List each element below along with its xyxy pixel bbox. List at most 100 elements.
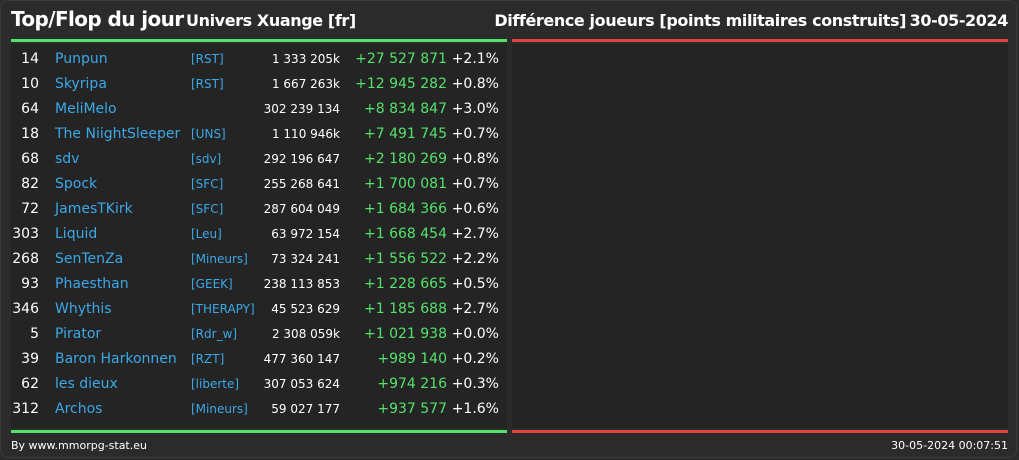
player-row: 39 Baron Harkonnen [RZT] 477 360 147 +989 14… bbox=[11, 347, 507, 372]
player-name-link[interactable]: Baron Harkonnen bbox=[55, 351, 177, 367]
player-row: 268 SenTenZa [Mineurs] 73 324 241 +1 556 522… bbox=[11, 247, 507, 272]
player-name-link[interactable]: MeliMelo bbox=[55, 101, 117, 117]
player-points: 1 110 946k bbox=[271, 127, 340, 141]
player-name-link[interactable]: Whythis bbox=[55, 301, 112, 317]
player-name-link[interactable]: Pirator bbox=[55, 326, 102, 342]
points-delta: +1 684 366 bbox=[364, 201, 447, 217]
percent-change: +0.5% bbox=[451, 276, 499, 292]
player-name-link[interactable]: Archos bbox=[55, 401, 103, 417]
player-row: 10 Skyripa [RST] 1 667 263k +12 945 282 +0.8% bbox=[11, 72, 507, 97]
player-points: 63 972 154 bbox=[271, 227, 340, 241]
points-delta: +1 021 938 bbox=[364, 326, 447, 342]
percent-change: +0.3% bbox=[451, 376, 499, 392]
player-points: 59 027 177 bbox=[271, 402, 340, 416]
percent-change: +2.7% bbox=[451, 226, 499, 242]
points-delta: +1 668 454 bbox=[364, 226, 447, 242]
top-losers-panel bbox=[512, 44, 1008, 428]
alliance-tag-link[interactable]: [RZT] bbox=[191, 352, 225, 366]
player-points: 255 268 641 bbox=[263, 177, 340, 191]
player-rank: 14 bbox=[21, 51, 39, 67]
player-rank: 64 bbox=[21, 101, 39, 117]
points-delta: +1 556 522 bbox=[364, 251, 447, 267]
player-row: 5 Pirator [Rdr_w] 2 308 059k +1 021 938 +0.0% bbox=[11, 322, 507, 347]
percent-change: +0.7% bbox=[451, 176, 499, 192]
generated-timestamp: 30-05-2024 00:07:51 bbox=[891, 439, 1008, 452]
player-row: 14 Punpun [RST] 1 333 205k +27 527 871 +2.1% bbox=[11, 47, 507, 72]
player-row: 93 Phaesthan [GEEK] 238 113 853 +1 228 665 +0… bbox=[11, 272, 507, 297]
alliance-tag-link[interactable]: [Mineurs] bbox=[191, 252, 248, 266]
player-points: 302 239 134 bbox=[263, 102, 340, 116]
player-name-link[interactable]: sdv bbox=[55, 151, 80, 167]
player-rank: 62 bbox=[21, 376, 39, 392]
player-name-link[interactable]: Punpun bbox=[55, 51, 108, 67]
player-name-link[interactable]: Liquid bbox=[55, 226, 98, 242]
points-delta: +937 577 bbox=[377, 401, 447, 417]
flop-divider-bottom bbox=[512, 430, 1008, 433]
percent-change: +2.7% bbox=[451, 301, 499, 317]
header-date: 30-05-2024 bbox=[909, 11, 1009, 30]
alliance-tag-link[interactable]: [Leu] bbox=[191, 227, 222, 241]
player-rank: 93 bbox=[21, 276, 39, 292]
alliance-tag-link[interactable]: [Rdr_w] bbox=[191, 327, 238, 341]
player-name-link[interactable]: SenTenZa bbox=[55, 251, 124, 267]
alliance-tag-link[interactable]: [SFC] bbox=[191, 202, 224, 216]
player-points: 307 053 624 bbox=[263, 377, 340, 391]
player-rank: 312 bbox=[12, 401, 39, 417]
player-row: 312 Archos [Mineurs] 59 027 177 +937 577 +1.6… bbox=[11, 397, 507, 422]
points-delta: +7 491 745 bbox=[364, 126, 447, 142]
alliance-tag-link[interactable]: [THERAPY] bbox=[191, 302, 255, 316]
percent-change: +0.0% bbox=[451, 326, 499, 342]
alliance-tag-link[interactable]: [liberte] bbox=[191, 377, 240, 391]
player-rank: 18 bbox=[21, 126, 39, 142]
player-name-link[interactable]: Spock bbox=[55, 176, 98, 192]
player-rank: 268 bbox=[12, 251, 39, 267]
player-rank: 72 bbox=[21, 201, 39, 217]
player-rank: 346 bbox=[12, 301, 39, 317]
player-rank: 68 bbox=[21, 151, 39, 167]
percent-change: +2.1% bbox=[451, 51, 499, 67]
player-name-link[interactable]: Skyripa bbox=[55, 76, 107, 92]
player-row: 68 sdv [sdv] 292 196 647 +2 180 269 +0.8% bbox=[11, 147, 507, 172]
alliance-tag-link[interactable]: [Mineurs] bbox=[191, 402, 248, 416]
points-delta: +27 527 871 bbox=[355, 51, 447, 67]
player-name-link[interactable]: les dieux bbox=[55, 376, 118, 392]
player-points: 477 360 147 bbox=[263, 352, 340, 366]
percent-change: +0.6% bbox=[451, 201, 499, 217]
player-points: 45 523 629 bbox=[271, 302, 340, 316]
points-delta: +974 216 bbox=[377, 376, 447, 392]
alliance-tag-link[interactable]: [GEEK] bbox=[191, 277, 233, 291]
points-delta: +8 834 847 bbox=[364, 101, 447, 117]
alliance-tag-link[interactable]: [sdv] bbox=[191, 152, 222, 166]
points-delta: +12 945 282 bbox=[355, 76, 447, 92]
alliance-tag-link[interactable]: [RST] bbox=[191, 52, 224, 66]
player-row: 18 The NiightSleeper [UNS] 1 110 946k +7 491… bbox=[11, 122, 507, 147]
player-name-link[interactable]: The NiightSleeper bbox=[55, 126, 181, 142]
player-rank: 303 bbox=[12, 226, 39, 242]
percent-change: +0.2% bbox=[451, 351, 499, 367]
player-name-link[interactable]: Phaesthan bbox=[55, 276, 129, 292]
player-row: 64 MeliMelo 302 239 134 +8 834 847 +3.0% bbox=[11, 97, 507, 122]
percent-change: +0.8% bbox=[451, 151, 499, 167]
flop-divider-top bbox=[512, 39, 1008, 42]
percent-change: +1.6% bbox=[451, 401, 499, 417]
metric-label: Différence joueurs [points militaires co… bbox=[494, 11, 906, 30]
alliance-tag-link[interactable]: [UNS] bbox=[191, 127, 226, 141]
player-row: 82 Spock [SFC] 255 268 641 +1 700 081 +0.7% bbox=[11, 172, 507, 197]
points-delta: +1 700 081 bbox=[364, 176, 447, 192]
top-gainers-panel: 14 Punpun [RST] 1 333 205k +27 527 871 +2.1% 1… bbox=[11, 44, 507, 428]
percent-change: +0.8% bbox=[451, 76, 499, 92]
universe-label: Univers Xuange [fr] bbox=[186, 11, 356, 30]
points-delta: +1 185 688 bbox=[364, 301, 447, 317]
player-name-link[interactable]: JamesTKirk bbox=[55, 201, 133, 217]
page-title: Top/Flop du jour bbox=[11, 7, 184, 31]
alliance-tag-link[interactable]: [RST] bbox=[191, 77, 224, 91]
player-points: 1 667 263k bbox=[271, 77, 340, 91]
top-divider-bottom bbox=[11, 430, 507, 433]
percent-change: +2.2% bbox=[451, 251, 499, 267]
player-row: 346 Whythis [THERAPY] 45 523 629 +1 185 688 +… bbox=[11, 297, 507, 322]
player-row: 62 les dieux [liberte] 307 053 624 +974 216 +… bbox=[11, 372, 507, 397]
alliance-tag-link[interactable]: [SFC] bbox=[191, 177, 224, 191]
player-rank: 39 bbox=[21, 351, 39, 367]
player-row: 303 Liquid [Leu] 63 972 154 +1 668 454 +2.7% bbox=[11, 222, 507, 247]
